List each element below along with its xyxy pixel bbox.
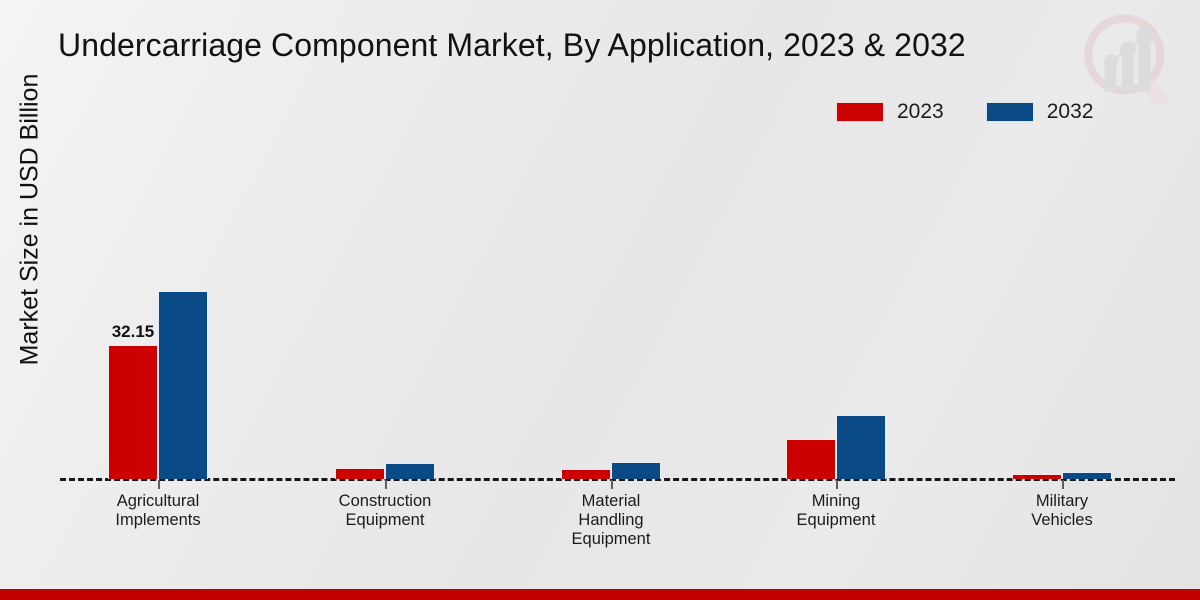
category-label-agricultural-implements: Agricultural Implements (38, 492, 278, 530)
bar-2032-material-handling-equipment[interactable] (611, 462, 661, 479)
category-label-line: Vehicles (1031, 511, 1093, 529)
legend-item-2032[interactable]: 2032 (985, 100, 1094, 123)
category-label-line: Agricultural (116, 492, 200, 510)
bar-wrap-2023 (1012, 474, 1062, 479)
bar-2032-construction-equipment[interactable] (385, 463, 435, 479)
bar-wrap-2023: 32.15 (108, 322, 158, 479)
category-label-line: Handling (578, 511, 644, 529)
bar-wrap-2023 (786, 439, 836, 479)
chart-legend: 2023 2032 (836, 101, 1093, 122)
category-label-line: Implements (115, 511, 201, 529)
bar-value-label: 32.15 (111, 322, 155, 341)
category-label-mining-equipment: Mining Equipment (716, 492, 956, 530)
bar-2023-military-vehicles[interactable] (1012, 474, 1062, 479)
category-label-line: Equipment (571, 530, 651, 548)
bar-2032-mining-equipment[interactable] (836, 415, 886, 479)
legend-label-2032: 2032 (1046, 100, 1094, 123)
x-axis-line (60, 478, 1175, 481)
bar-group-construction-equipment (335, 463, 435, 479)
bar-wrap-2023 (335, 468, 385, 479)
legend-label-2023: 2023 (897, 100, 944, 123)
bar-2023-agricultural-implements[interactable] (108, 345, 158, 479)
legend-swatch-2032 (985, 101, 1034, 122)
axis-tick-military-vehicles (1062, 480, 1064, 489)
bar-wrap-2023 (561, 469, 611, 479)
category-label-line: Equipment (345, 511, 425, 529)
bottom-accent-stripe (0, 589, 1200, 600)
bar-group-mining-equipment (786, 415, 886, 479)
axis-tick-agricultural-implements (158, 480, 160, 489)
category-label-construction-equipment: Construction Equipment (265, 492, 505, 530)
category-label-line: Equipment (796, 511, 876, 529)
category-label-material-handling-equipment: Material Handling Equipment (491, 492, 731, 549)
bar-group-agricultural-implements: 32.15 (108, 291, 208, 479)
bar-2032-agricultural-implements[interactable] (158, 291, 208, 479)
category-label-line: Construction (338, 492, 432, 510)
legend-swatch-2023 (836, 101, 884, 122)
axis-tick-mining-equipment (836, 480, 838, 489)
bar-2023-construction-equipment[interactable] (335, 468, 385, 479)
category-label-line: Mining (811, 492, 861, 510)
page-title: Undercarriage Component Market, By Appli… (58, 27, 966, 63)
bar-group-material-handling-equipment (561, 462, 661, 479)
bar-2023-mining-equipment[interactable] (786, 439, 836, 479)
category-label-line: Military (1035, 492, 1089, 510)
bar-2032-military-vehicles[interactable] (1062, 472, 1112, 479)
axis-tick-material-handling-equipment (611, 480, 613, 489)
category-label-military-vehicles: Military Vehicles (942, 492, 1182, 530)
axis-tick-construction-equipment (385, 480, 387, 489)
bar-group-military-vehicles (1012, 472, 1112, 479)
bar-2023-material-handling-equipment[interactable] (561, 469, 611, 479)
category-label-line: Material (581, 492, 641, 510)
legend-item-2023[interactable]: 2023 (836, 101, 944, 122)
